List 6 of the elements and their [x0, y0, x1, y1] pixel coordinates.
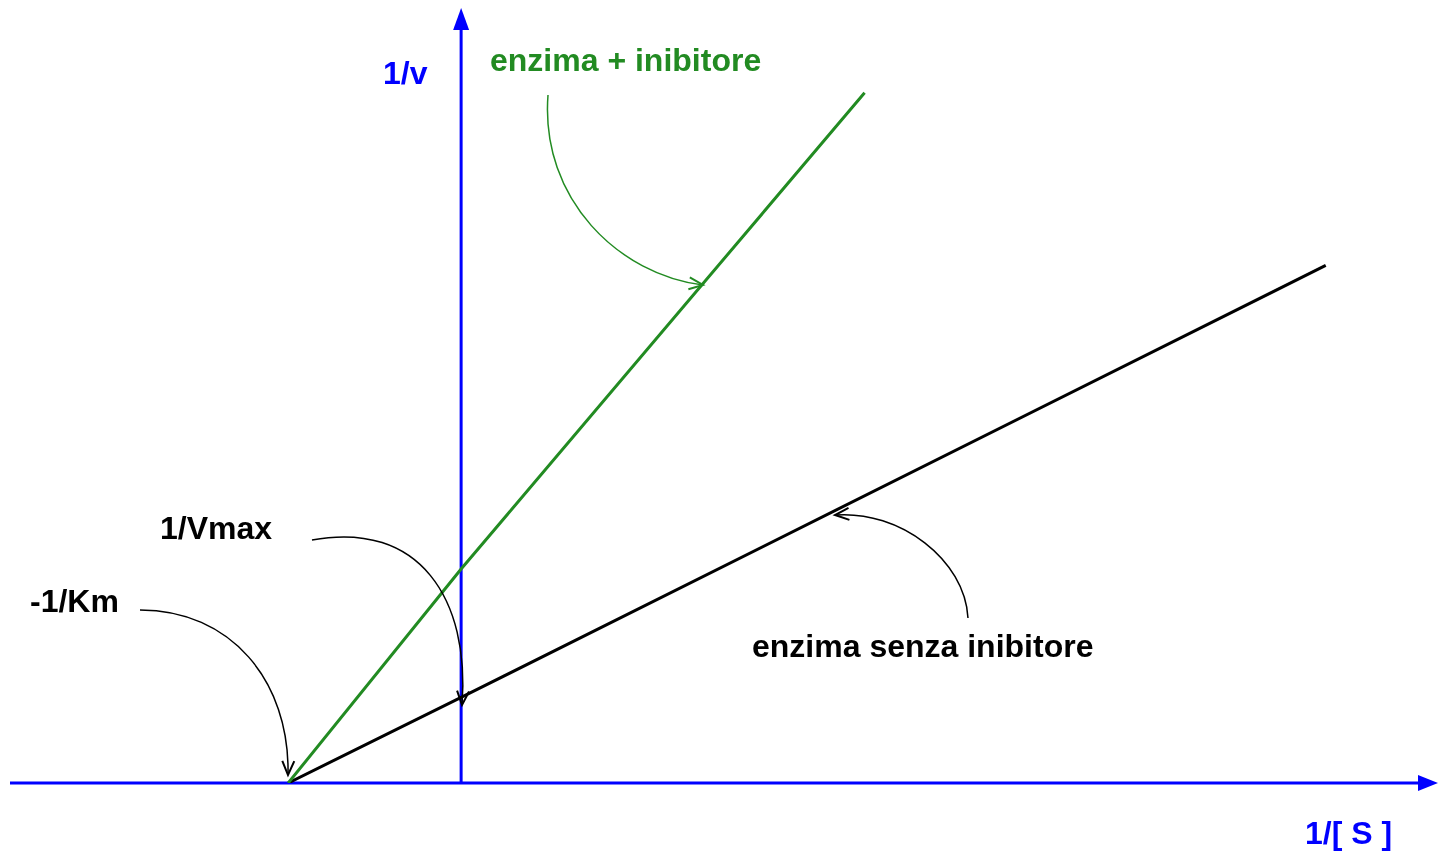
annotation: -1/Km: [30, 583, 119, 620]
x-axis-title: 1/[ S ]: [1305, 815, 1393, 852]
y-axis-title: 1/v: [383, 55, 428, 92]
text: enzima senza inibitore: [752, 628, 1094, 665]
text: enzima + inibitore: [490, 42, 762, 79]
annotation: 1/Vmax: [160, 510, 273, 547]
